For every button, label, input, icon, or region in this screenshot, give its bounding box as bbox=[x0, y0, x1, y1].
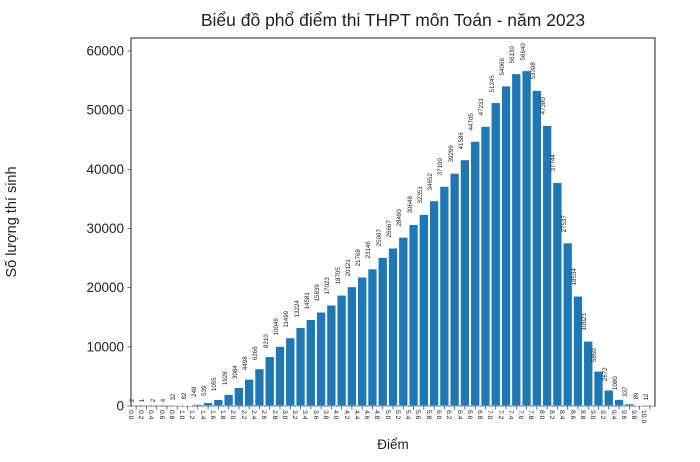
svg-text:60000: 60000 bbox=[86, 44, 124, 59]
svg-text:10000: 10000 bbox=[86, 339, 124, 354]
svg-text:20000: 20000 bbox=[86, 280, 124, 295]
svg-text:30000: 30000 bbox=[86, 221, 124, 236]
svg-text:0: 0 bbox=[116, 399, 124, 414]
svg-text:50000: 50000 bbox=[86, 103, 124, 118]
svg-text:40000: 40000 bbox=[86, 162, 124, 177]
